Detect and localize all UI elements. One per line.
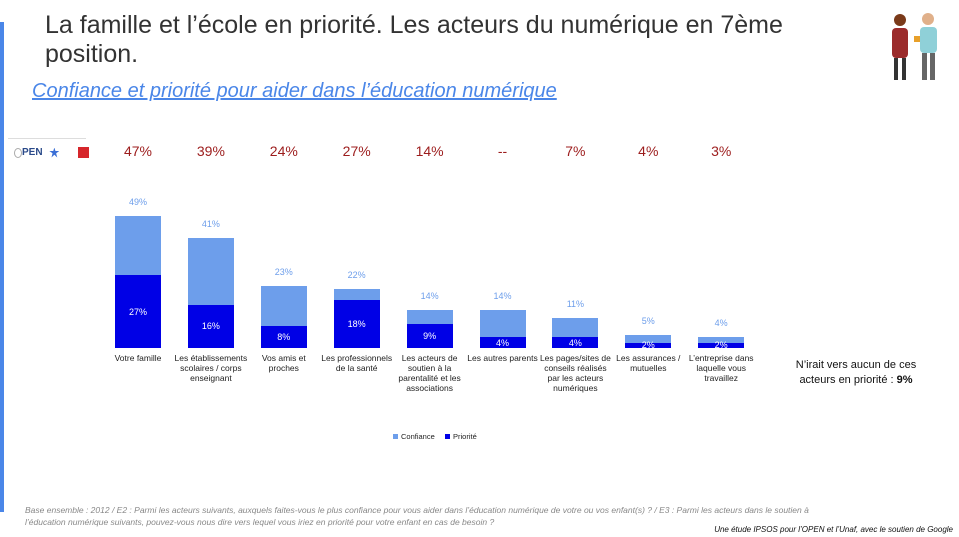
top-label: 4% bbox=[638, 143, 659, 159]
category-label: Les assurances / mutuelles bbox=[616, 353, 681, 373]
logo: PEN bbox=[14, 147, 90, 159]
value-label: 18% bbox=[347, 318, 366, 329]
bar-priorité bbox=[115, 275, 161, 348]
logo-rule bbox=[8, 138, 86, 139]
legend-swatch bbox=[445, 434, 450, 439]
category-label: Vos amis et proches bbox=[261, 353, 306, 373]
cup bbox=[914, 36, 920, 42]
category-label: Votre famille bbox=[114, 353, 162, 363]
value-label: 49% bbox=[128, 197, 147, 207]
value-label: 14% bbox=[493, 291, 512, 302]
illustration bbox=[892, 13, 937, 80]
bar-priorité bbox=[479, 337, 526, 348]
value-label: 23% bbox=[274, 267, 293, 278]
bar-priorité bbox=[625, 342, 672, 348]
top-label: 3% bbox=[711, 143, 732, 159]
top-label: 14% bbox=[415, 143, 444, 159]
category-label: Les professionnels de la santé bbox=[321, 353, 393, 373]
head bbox=[894, 14, 906, 26]
category-label: L’entreprise dans laquelle vous travaill… bbox=[688, 353, 754, 383]
logo-star bbox=[49, 147, 60, 158]
accent-bar bbox=[0, 22, 4, 512]
legend-swatch bbox=[393, 434, 398, 439]
value-label: 9% bbox=[423, 330, 437, 341]
top-label: 24% bbox=[269, 143, 298, 159]
leg bbox=[922, 53, 927, 80]
title: La famille et l’école en priorité. Les a… bbox=[45, 11, 783, 68]
value-label: 11% bbox=[566, 299, 585, 310]
value-label: 4% bbox=[568, 337, 582, 348]
body bbox=[892, 28, 908, 58]
category-label: Les acteurs de soutien à la parentalité … bbox=[398, 353, 461, 393]
note-value: 9% bbox=[896, 374, 913, 386]
top-label: -- bbox=[497, 143, 508, 159]
logo-o bbox=[14, 147, 22, 158]
category-label: Les autres parents bbox=[467, 353, 538, 363]
value-label: 8% bbox=[277, 332, 291, 343]
legend-label: Priorité bbox=[453, 432, 477, 441]
value-label: 2% bbox=[714, 340, 728, 351]
leg bbox=[902, 58, 906, 80]
note: N’irait vers aucun de ces acteurs en pri… bbox=[782, 358, 930, 388]
bar-priorité bbox=[698, 342, 745, 348]
category-label: Les établissements scolaires / corps ens… bbox=[174, 353, 248, 383]
note-text: N’irait vers aucun de ces acteurs en pri… bbox=[795, 359, 917, 386]
bar-confiance bbox=[698, 337, 745, 348]
legend-label: Confiance bbox=[401, 432, 435, 441]
value-label: 27% bbox=[128, 306, 147, 317]
category-label: Les pages/sites de conseils réalisés par… bbox=[539, 353, 611, 393]
leg bbox=[930, 53, 935, 80]
subtitle: Confiance et priorité pour aider dans l’… bbox=[32, 80, 557, 102]
head bbox=[922, 13, 934, 25]
bar-priorité bbox=[406, 323, 453, 348]
leg bbox=[894, 58, 898, 80]
top-label: 47% bbox=[123, 143, 153, 159]
top-label: 39% bbox=[196, 143, 225, 159]
value-label: 16% bbox=[201, 321, 220, 332]
footer-base: Base ensemble : 2012 / E2 : Parmi les ac… bbox=[25, 505, 809, 527]
top-label: 7% bbox=[565, 143, 586, 159]
body bbox=[920, 27, 937, 53]
bar-priorité bbox=[187, 304, 234, 348]
bar-priorité bbox=[333, 299, 380, 348]
value-label: 22% bbox=[347, 269, 366, 280]
logo-text: PEN bbox=[22, 147, 43, 159]
bar-priorité bbox=[260, 326, 307, 348]
footer-credit: Une étude IPSOS pour l’OPEN et l’Unaf, a… bbox=[714, 525, 953, 534]
top-label: 27% bbox=[342, 143, 371, 159]
value-label: 2% bbox=[641, 340, 655, 351]
value-label: 5% bbox=[641, 315, 655, 326]
logo-m bbox=[78, 147, 90, 158]
value-label: 14% bbox=[420, 291, 439, 302]
value-label: 41% bbox=[201, 218, 220, 229]
value-label: 4% bbox=[495, 337, 509, 348]
value-label: 4% bbox=[714, 318, 728, 329]
bar-priorité bbox=[552, 337, 599, 348]
